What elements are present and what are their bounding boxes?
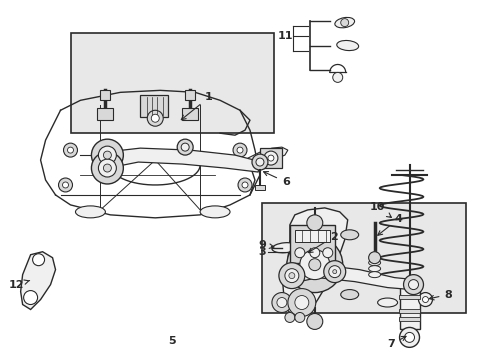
- Circle shape: [299, 250, 329, 280]
- Polygon shape: [289, 265, 414, 289]
- Circle shape: [418, 293, 431, 306]
- Text: 9: 9: [258, 240, 273, 250]
- Bar: [100, 90, 110, 100]
- Text: 11: 11: [277, 31, 293, 41]
- Text: 2: 2: [307, 232, 337, 253]
- Bar: [289, 225, 334, 263]
- Circle shape: [332, 72, 342, 82]
- Circle shape: [91, 152, 123, 184]
- Bar: [140, 95, 168, 117]
- Circle shape: [285, 312, 294, 323]
- Circle shape: [103, 164, 111, 172]
- Ellipse shape: [75, 206, 105, 218]
- Circle shape: [294, 248, 304, 258]
- Circle shape: [294, 312, 304, 323]
- Circle shape: [233, 143, 246, 157]
- Circle shape: [237, 147, 243, 153]
- Bar: [97, 108, 113, 120]
- Circle shape: [98, 159, 116, 177]
- Circle shape: [407, 280, 418, 289]
- Circle shape: [98, 146, 116, 164]
- Circle shape: [328, 266, 340, 278]
- Bar: [398, 310, 420, 314]
- Circle shape: [288, 273, 294, 279]
- Text: 1: 1: [181, 92, 212, 120]
- Ellipse shape: [368, 266, 380, 272]
- Bar: [399, 280, 419, 329]
- Text: 3: 3: [258, 247, 265, 257]
- Bar: [398, 294, 420, 298]
- Circle shape: [103, 151, 111, 159]
- Circle shape: [91, 139, 123, 171]
- Circle shape: [181, 143, 189, 151]
- Circle shape: [147, 110, 163, 126]
- Circle shape: [306, 314, 322, 329]
- Circle shape: [306, 215, 322, 231]
- Circle shape: [399, 328, 419, 347]
- Text: 6: 6: [263, 172, 289, 187]
- Text: 5: 5: [168, 336, 176, 346]
- Circle shape: [403, 275, 423, 294]
- Ellipse shape: [368, 272, 380, 278]
- Ellipse shape: [377, 298, 397, 307]
- Bar: [261, 203, 466, 313]
- Circle shape: [267, 155, 273, 161]
- Ellipse shape: [340, 289, 358, 300]
- Circle shape: [286, 237, 342, 293]
- Text: 10: 10: [369, 202, 390, 217]
- Polygon shape: [20, 252, 56, 310]
- Circle shape: [368, 252, 380, 264]
- Circle shape: [242, 182, 247, 188]
- Circle shape: [33, 254, 44, 266]
- Circle shape: [404, 332, 414, 342]
- Circle shape: [309, 248, 319, 258]
- Circle shape: [62, 182, 68, 188]
- Bar: [294, 230, 329, 242]
- Ellipse shape: [336, 40, 358, 50]
- Polygon shape: [247, 147, 287, 165]
- Circle shape: [278, 263, 304, 289]
- Ellipse shape: [271, 243, 297, 253]
- Circle shape: [276, 298, 286, 307]
- Bar: [182, 108, 198, 120]
- Circle shape: [294, 296, 308, 310]
- Polygon shape: [283, 208, 347, 318]
- Circle shape: [322, 248, 332, 258]
- Circle shape: [287, 289, 315, 316]
- Circle shape: [251, 154, 267, 170]
- Bar: [185, 90, 195, 100]
- Circle shape: [177, 139, 193, 155]
- Circle shape: [151, 114, 159, 122]
- Ellipse shape: [334, 17, 354, 28]
- Text: 7: 7: [387, 336, 405, 349]
- Circle shape: [422, 297, 427, 302]
- Ellipse shape: [368, 260, 380, 266]
- Bar: [71, 33, 273, 134]
- Circle shape: [67, 147, 73, 153]
- Bar: [398, 318, 420, 321]
- Bar: [260, 148, 281, 168]
- Circle shape: [238, 178, 251, 192]
- Text: 12: 12: [9, 280, 30, 289]
- Circle shape: [63, 143, 77, 157]
- Circle shape: [323, 261, 345, 283]
- Circle shape: [23, 291, 38, 305]
- Bar: [254, 185, 264, 190]
- Ellipse shape: [200, 206, 229, 218]
- Circle shape: [271, 293, 291, 312]
- Ellipse shape: [340, 230, 358, 240]
- Circle shape: [255, 158, 264, 166]
- Circle shape: [285, 269, 298, 283]
- Polygon shape: [105, 148, 262, 172]
- Circle shape: [59, 178, 72, 192]
- Circle shape: [264, 151, 277, 165]
- Text: 8: 8: [428, 289, 451, 300]
- Circle shape: [308, 259, 320, 271]
- Circle shape: [332, 270, 336, 274]
- Text: 4: 4: [377, 214, 402, 235]
- Circle shape: [340, 19, 348, 27]
